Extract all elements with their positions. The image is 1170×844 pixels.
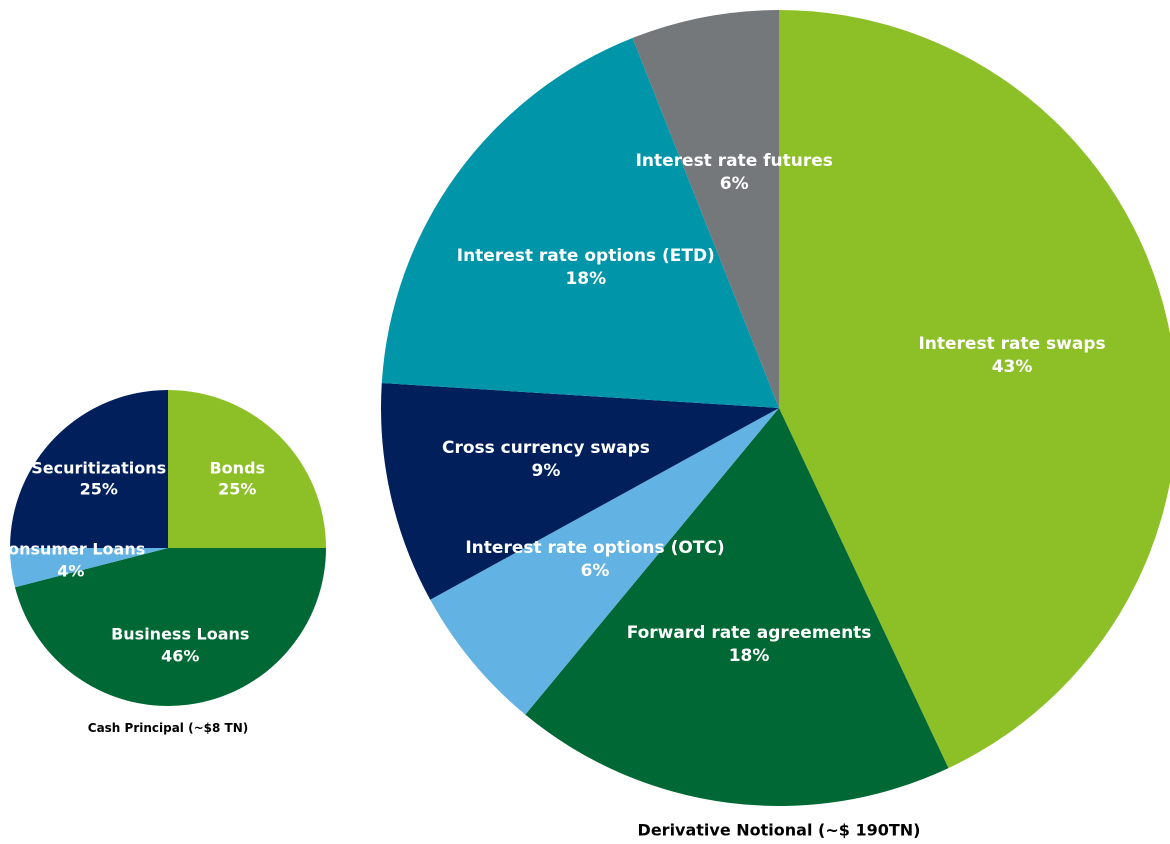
slice-label: Bonds 25% — [209, 457, 265, 500]
value-label: 46% — [161, 646, 200, 666]
pie-slice — [168, 390, 326, 548]
category-label: Consumer Loans — [0, 539, 146, 559]
slice-label: Forward rate agreements 18% — [627, 622, 872, 668]
pie-slice — [632, 10, 779, 408]
chart-title: Cash Principal (~$8 TN) — [87, 721, 249, 735]
value-label: 25% — [218, 479, 257, 499]
value-label: 18% — [728, 645, 770, 666]
category-label: Interest rate swaps — [918, 333, 1106, 354]
slice-label: Securitizations 25% — [31, 457, 166, 500]
category-label: Securitizations — [31, 458, 167, 478]
value-label: 6% — [719, 174, 749, 195]
slice-label: Consumer Loans 4% — [0, 539, 145, 582]
pie-slice — [10, 548, 168, 588]
pie-slice — [10, 390, 168, 548]
slice-label: Business Loans 46% — [111, 624, 249, 667]
category-label: Interest rate futures — [635, 151, 833, 172]
value-label: 9% — [531, 461, 561, 482]
category-label: Forward rate agreements — [626, 622, 872, 643]
value-label: 43% — [991, 356, 1033, 377]
value-label: 4% — [57, 561, 85, 581]
pie-slice — [525, 408, 949, 806]
category-label: Interest rate options (OTC) — [465, 538, 725, 559]
slice-label: Interest rate options (OTC) 6% — [465, 537, 724, 583]
slice-label: Interest rate futures 6% — [636, 150, 833, 196]
category-label: Bonds — [209, 458, 266, 478]
chart-title: Derivative Notional (~$ 190TN) — [637, 820, 921, 840]
value-label: 25% — [79, 479, 118, 499]
pie-slice — [381, 37, 779, 408]
slice-label: Cross currency swaps 9% — [442, 437, 650, 483]
pie-slice — [14, 548, 326, 707]
pie-slice — [380, 383, 779, 600]
value-label: 18% — [565, 268, 607, 289]
pie-slice — [779, 10, 1170, 769]
slice-label: Interest rate options (ETD) 18% — [457, 245, 715, 291]
value-label: 6% — [580, 561, 610, 582]
pie-slice — [430, 408, 779, 715]
category-label: Interest rate options (ETD) — [456, 245, 715, 266]
category-label: Business Loans — [111, 624, 250, 644]
slice-label: Interest rate swaps 43% — [918, 333, 1105, 379]
category-label: Cross currency swaps — [441, 438, 650, 459]
